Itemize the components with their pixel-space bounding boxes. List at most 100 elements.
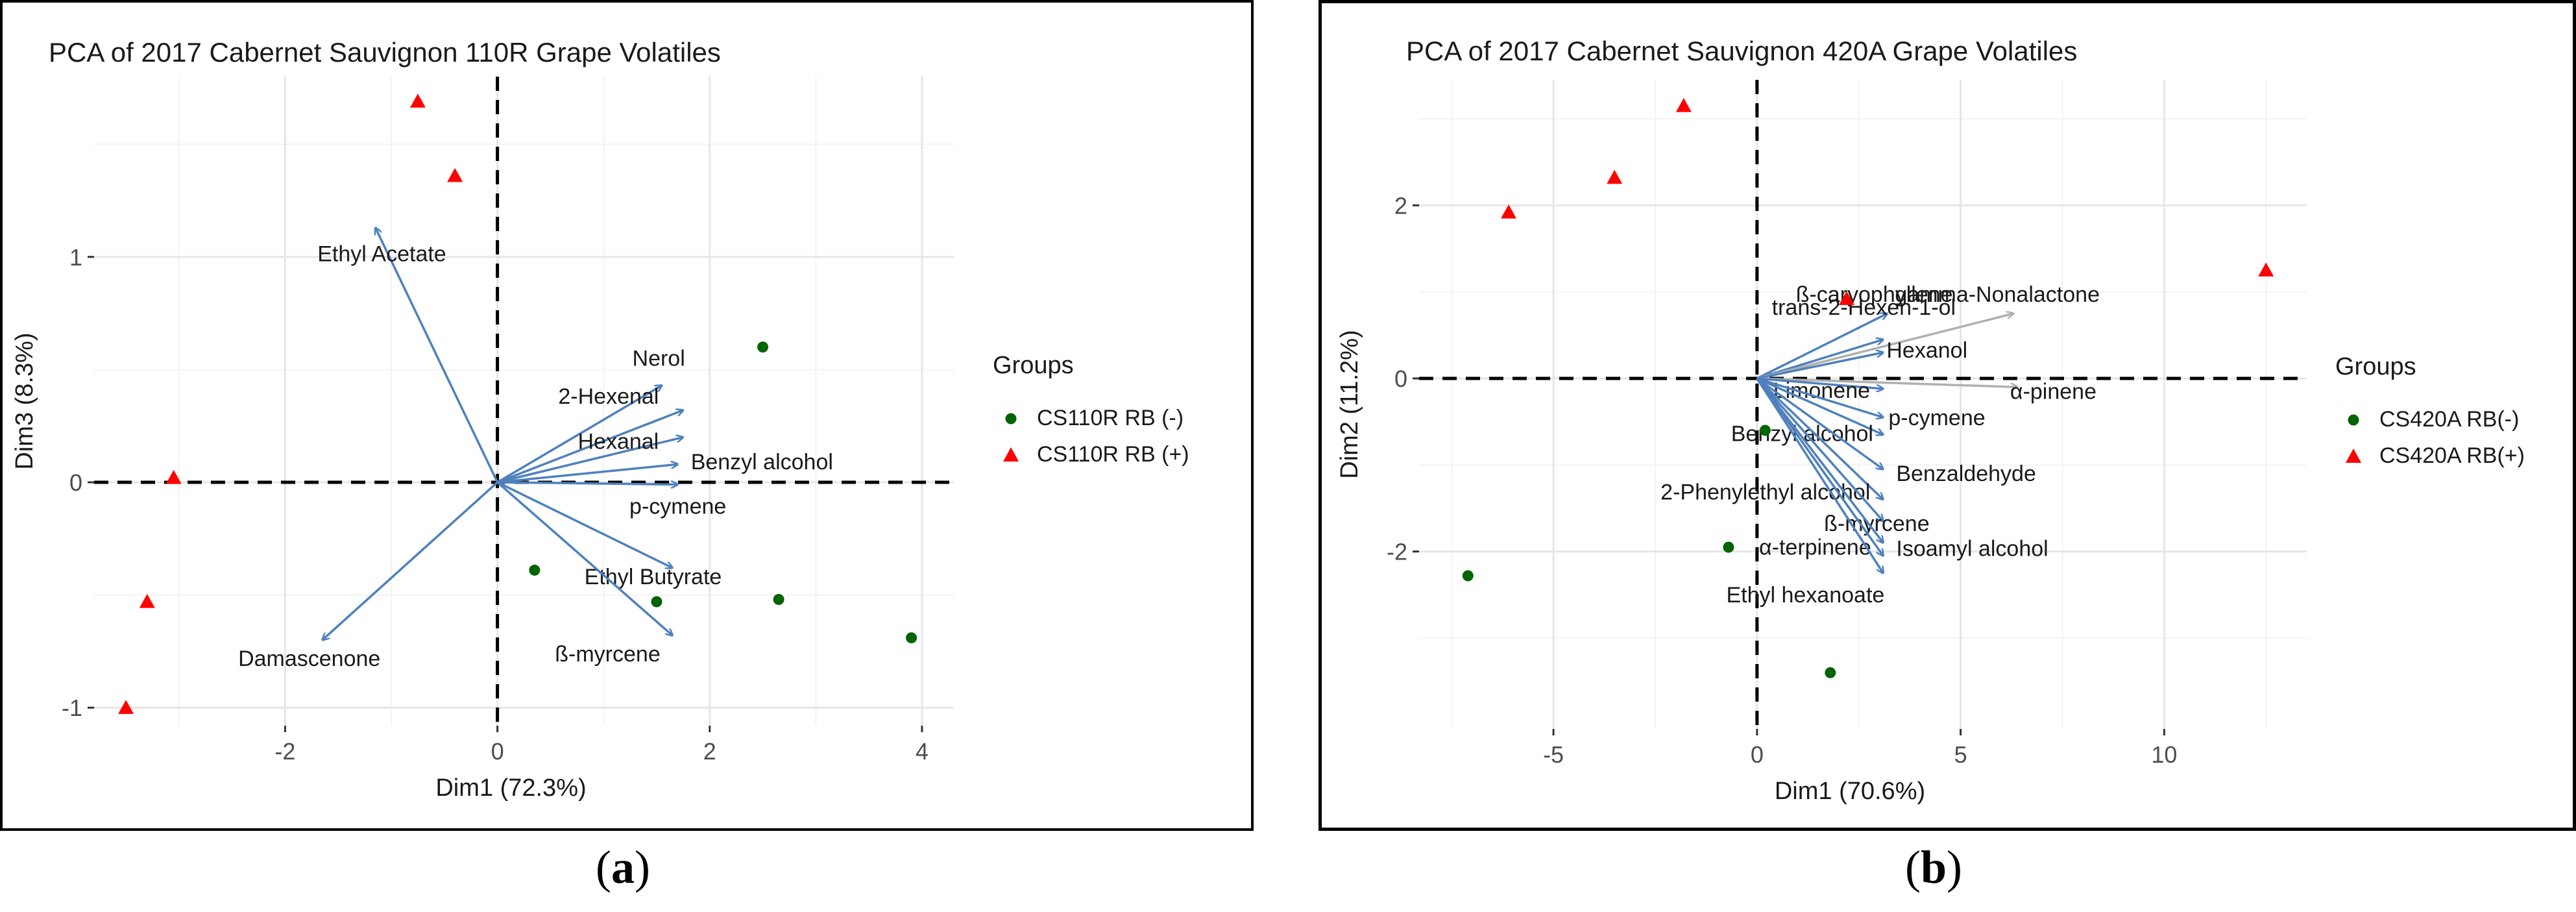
vector-terpinene bbox=[1756, 377, 1884, 556]
vector-label-benzyl-alcohol: Benzyl alcohol bbox=[691, 450, 833, 474]
point-cs110r-rb bbox=[651, 596, 662, 608]
vector-label-pinene: α-pinene bbox=[2010, 379, 2096, 404]
legend-title: Groups bbox=[2335, 353, 2416, 380]
legend-label-cs110r-rb: CS110R RB (+) bbox=[1037, 442, 1189, 467]
vector-label-damascenone: Damascenone bbox=[238, 647, 380, 671]
pca-chart-420a: PCA of 2017 Cabernet Sauvignon 420A Grap… bbox=[1336, 36, 2525, 805]
vector-myrcene bbox=[496, 481, 673, 635]
y-axis-title: Dim2 (11.2%) bbox=[1336, 330, 1363, 478]
caption-b-open: ( bbox=[1904, 841, 1921, 893]
vector-isoamyl-alcohol bbox=[1756, 377, 1884, 543]
chart-title: PCA of 2017 Cabernet Sauvignon 110R Grap… bbox=[49, 37, 721, 68]
point-cs420a-rb bbox=[1759, 425, 1771, 436]
vector-benzaldehyde bbox=[1756, 377, 1884, 469]
point-cs420a-rb bbox=[1501, 204, 1517, 219]
vector-ethyl-hexanoate bbox=[1756, 378, 1884, 573]
vector-caryophyllene bbox=[1756, 314, 1888, 380]
y-tick-label: 1 bbox=[69, 244, 82, 271]
caption-b-close: ) bbox=[1947, 841, 1962, 893]
vector-label-isoamyl-alcohol: Isoamyl alcohol bbox=[1896, 536, 2048, 561]
caption-b-letter: b bbox=[1920, 841, 1947, 893]
vector-label-trans-2-hexen-1-ol: trans-2-Hexen-1-ol bbox=[1772, 295, 1956, 320]
point-cs420a-rb bbox=[2258, 262, 2274, 277]
x-tick-label: 2 bbox=[703, 738, 716, 765]
vector-nerol bbox=[496, 386, 662, 484]
vector-p-cymene bbox=[1756, 377, 1884, 417]
vector-p-cymene bbox=[497, 482, 678, 484]
vector-benzyl-alcohol bbox=[1756, 377, 1884, 435]
vector-label-caryophyllene: ß-caryophyllene bbox=[1796, 282, 1953, 307]
vector-myrcene bbox=[1756, 377, 1884, 521]
x-tick-label: 0 bbox=[491, 738, 504, 765]
vector-label-ethyl-hexanoate: Ethyl hexanoate bbox=[1726, 583, 1884, 608]
point-cs420a-rb bbox=[1825, 667, 1836, 678]
x-tick-label: 0 bbox=[1751, 741, 1764, 768]
point-cs110r-rb bbox=[165, 470, 182, 484]
pca-chart-110r: PCA of 2017 Cabernet Sauvignon 110R Grap… bbox=[0, 0, 1254, 831]
caption-b: (b) bbox=[1804, 841, 2063, 894]
vector-label-gamma-nonalactone: gamma-Nonalactone bbox=[1895, 282, 2100, 307]
legend-key-cs110r-rb bbox=[1005, 413, 1017, 425]
vector-label-hexanol: Hexanol bbox=[1886, 338, 1967, 363]
x-tick-label: -5 bbox=[1543, 741, 1564, 768]
x-tick-label: 5 bbox=[1954, 741, 1967, 768]
point-cs420a-rb bbox=[1723, 541, 1734, 553]
caption-a: (a) bbox=[493, 841, 753, 894]
point-cs110r-rb bbox=[447, 167, 463, 182]
vector-damascenone bbox=[322, 481, 498, 640]
vector-limonene bbox=[1756, 377, 1884, 389]
grid-lines bbox=[1419, 80, 2307, 729]
x-tick-label: 4 bbox=[916, 738, 929, 765]
vector-label-p-cymene: p-cymene bbox=[629, 494, 726, 519]
point-cs110r-rb bbox=[139, 594, 155, 608]
vector-label-p-cymene: p-cymene bbox=[1888, 406, 1985, 430]
vector-benzyl-alcohol bbox=[497, 464, 678, 484]
vector-pinene bbox=[1756, 377, 2018, 387]
vector-label-myrcene: ß-myrcene bbox=[1824, 511, 1929, 536]
point-cs110r-rb bbox=[409, 93, 426, 108]
chart-title: PCA of 2017 Cabernet Sauvignon 420A Grap… bbox=[1406, 36, 2077, 66]
vector-2-hexenal bbox=[496, 410, 683, 484]
vector-hexanol bbox=[1756, 352, 1884, 380]
point-cs420a-rb bbox=[1675, 98, 1692, 112]
point-cs110r-rb bbox=[529, 564, 541, 576]
y-axis-title: Dim3 (8.3%) bbox=[11, 332, 38, 469]
point-cs420a-rb bbox=[1838, 291, 1854, 305]
y-tick-label: 0 bbox=[69, 469, 82, 496]
point-cs420a-rb bbox=[1462, 570, 1474, 582]
caption-a-open: ( bbox=[596, 841, 611, 893]
chart-panel-a: PCA of 2017 Cabernet Sauvignon 110R Grap… bbox=[0, 0, 1254, 831]
x-axis-title: Dim1 (70.6%) bbox=[1775, 778, 1925, 805]
point-cs420a-rb bbox=[1607, 169, 1623, 184]
vector-label-myrcene: ß-myrcene bbox=[555, 642, 660, 667]
vector-label-benzaldehyde: Benzaldehyde bbox=[1896, 462, 2036, 486]
vector-label-ethyl-acetate: Ethyl Acetate bbox=[317, 242, 446, 267]
vector-hexanal bbox=[497, 438, 683, 484]
vector-label-hexanal: Hexanal bbox=[577, 430, 659, 454]
point-cs110r-rb bbox=[118, 700, 134, 714]
y-tick-label: -2 bbox=[1387, 539, 1407, 565]
vector-gamma-nonalactone bbox=[1756, 314, 2013, 380]
point-cs110r-rb bbox=[906, 632, 917, 644]
vector-2-phenylethyl-alcohol bbox=[1756, 377, 1884, 500]
vector-label-2-hexenal: 2-Hexenal bbox=[558, 384, 659, 409]
x-axis-title: Dim1 (72.3%) bbox=[435, 774, 586, 802]
point-cs110r-rb bbox=[773, 594, 784, 606]
y-tick-label: 0 bbox=[1394, 365, 1407, 392]
panel-border bbox=[0, 0, 1254, 831]
point-cs110r-rb bbox=[757, 341, 769, 353]
legend-key-cs110r-rb bbox=[1003, 447, 1019, 462]
legend-label-cs110r-rb: CS110R RB (-) bbox=[1037, 406, 1184, 430]
chart-panel-b: PCA of 2017 Cabernet Sauvignon 420A Grap… bbox=[1318, 0, 2576, 831]
legend-key-cs420a-rb bbox=[2348, 414, 2359, 426]
legend-key-cs420a-rb bbox=[2346, 449, 2361, 463]
x-tick-label: 10 bbox=[2151, 741, 2177, 768]
grid-lines bbox=[94, 77, 954, 726]
legend-title: Groups bbox=[993, 352, 1074, 379]
caption-a-close: ) bbox=[635, 841, 650, 893]
legend-label-cs420a-rb: CS420A RB(+) bbox=[2379, 443, 2525, 468]
vector-label-terpinene: α-terpinene bbox=[1759, 535, 1871, 560]
x-tick-label: -2 bbox=[274, 738, 295, 765]
legend-label-cs420a-rb: CS420A RB(-) bbox=[2379, 407, 2519, 432]
y-tick-label: -1 bbox=[62, 695, 82, 721]
